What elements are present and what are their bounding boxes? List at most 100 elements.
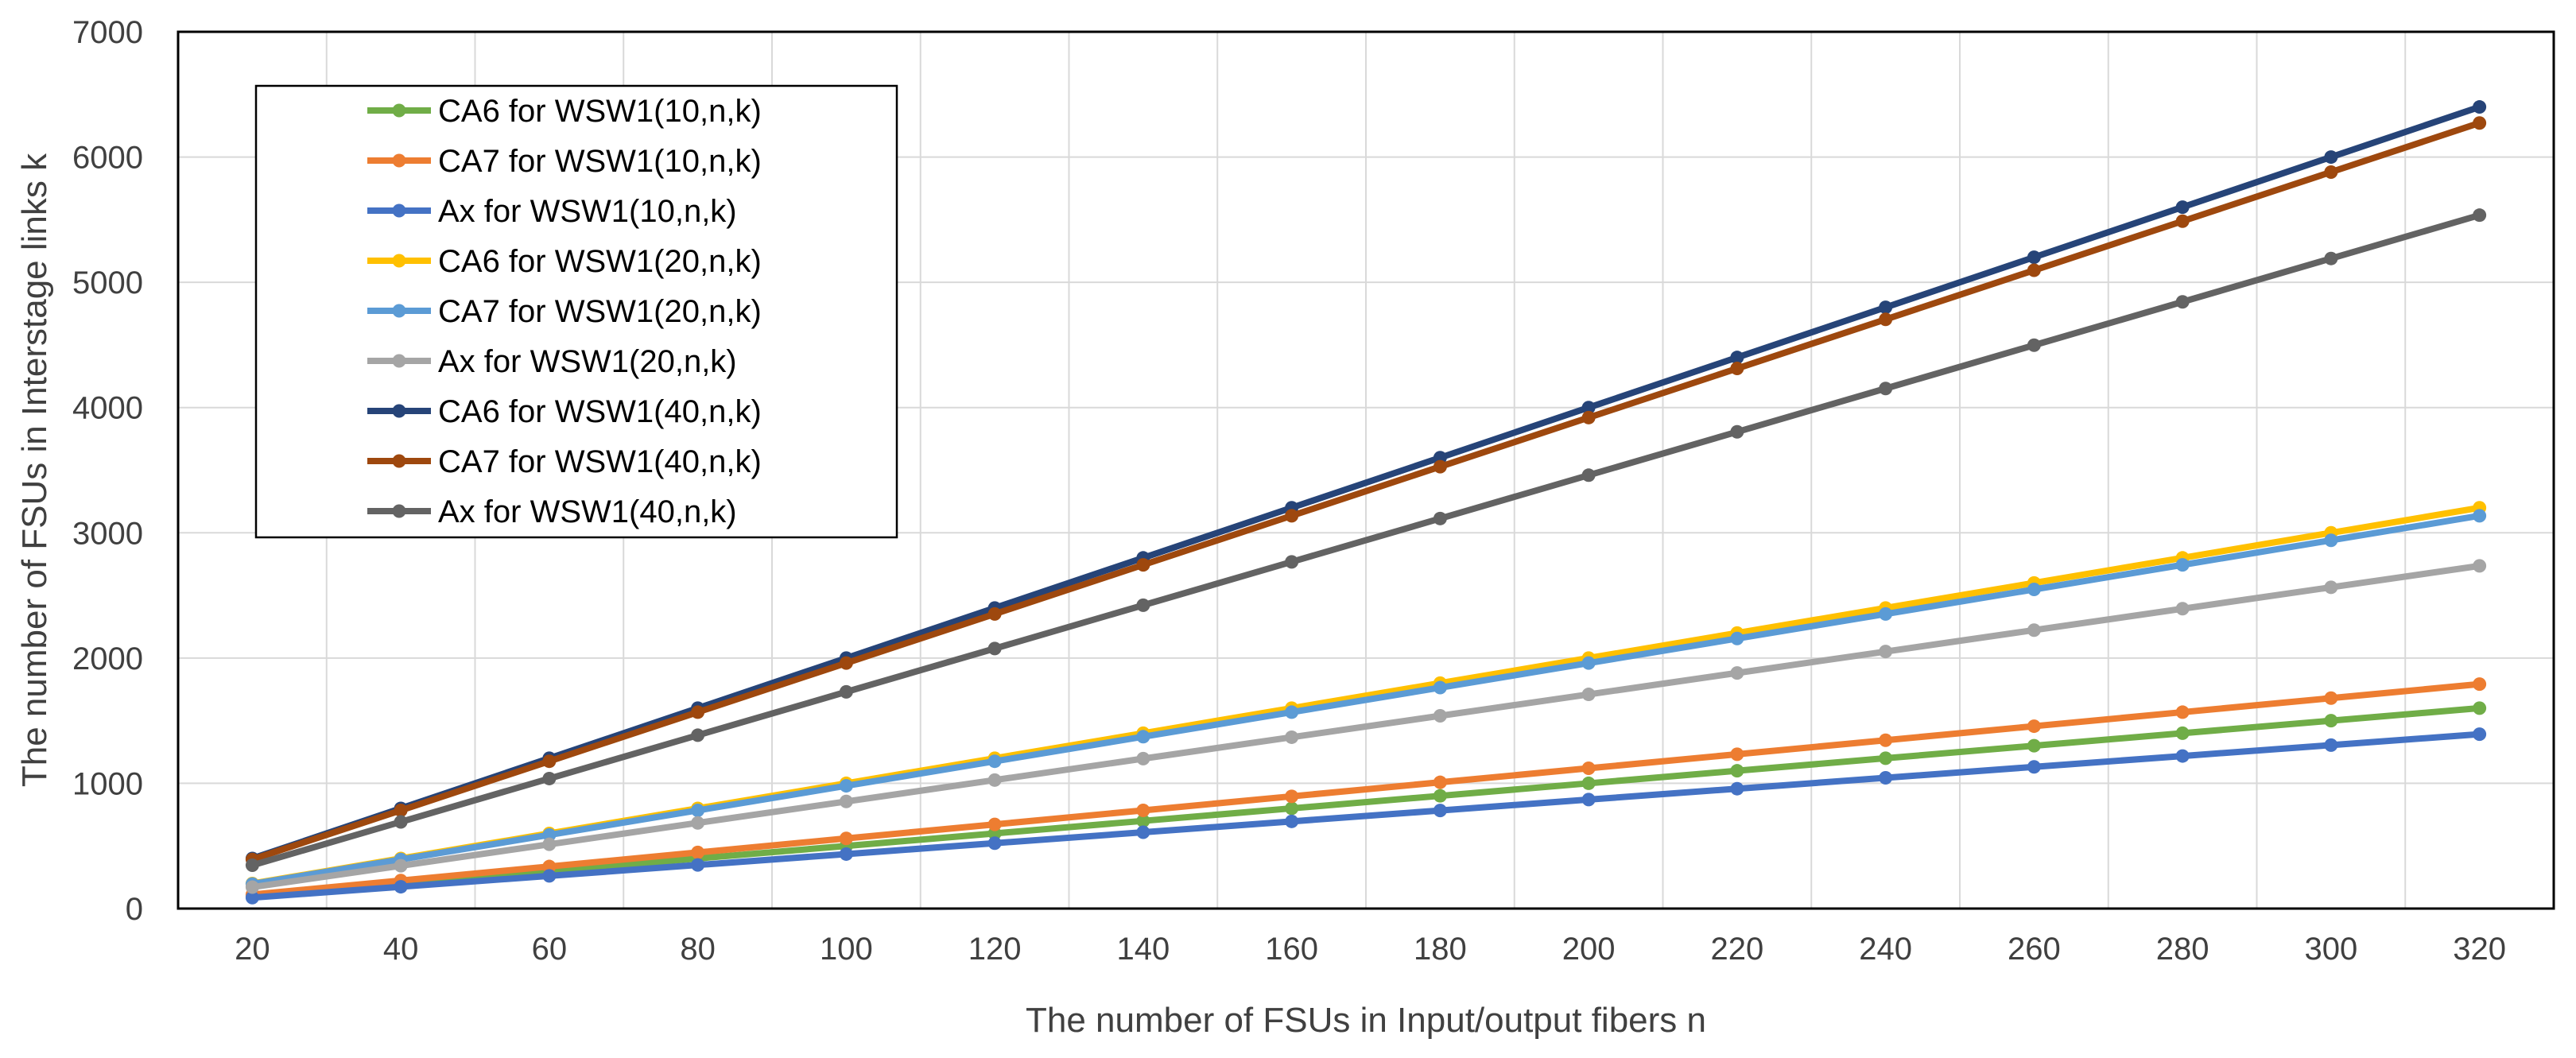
data-point: [691, 705, 705, 719]
data-point: [1879, 770, 1893, 785]
x-tick-label: 40: [383, 932, 419, 967]
legend-label: CA6 for WSW1(10,n,k): [438, 94, 762, 129]
data-point: [2027, 250, 2041, 265]
legend-entry: Ax for WSW1(20,n,k): [367, 344, 737, 379]
legend-label: CA6 for WSW1(40,n,k): [438, 394, 762, 429]
legend-entry: CA7 for WSW1(10,n,k): [367, 144, 762, 179]
data-point: [1730, 631, 1744, 645]
data-point: [2175, 705, 2190, 719]
data-point: [1730, 764, 1744, 778]
legend-swatch-marker: [392, 354, 406, 368]
y-tick-label: 1000: [72, 766, 143, 801]
x-tick-label: 140: [1117, 932, 1170, 967]
data-point: [2175, 295, 2190, 309]
series-line: [249, 512, 2483, 888]
x-tick-label: 180: [1414, 932, 1467, 967]
data-point: [1136, 730, 1150, 744]
data-point: [987, 641, 1002, 656]
x-axis-title: The number of FSUs in Input/output fiber…: [1026, 1001, 1706, 1040]
y-axis-title: The number of FSUs in Interstage links k: [15, 153, 54, 787]
data-point: [1879, 751, 1893, 765]
data-point: [2324, 580, 2338, 595]
data-point: [2473, 727, 2487, 742]
y-tick-label: 4000: [72, 391, 143, 426]
legend-swatch-marker: [392, 254, 406, 268]
data-point: [2473, 509, 2487, 523]
data-point: [987, 836, 1002, 851]
data-point: [839, 794, 853, 808]
legend-swatch-marker: [392, 404, 406, 418]
x-axis-tick-labels: 20 40 60 80 100 120 140 160 180 200 220 240 260 280 30…: [235, 932, 2506, 967]
legend-entry: Ax for WSW1(40,n,k): [367, 494, 737, 529]
data-point: [1136, 558, 1150, 572]
data-point: [1581, 762, 1596, 776]
data-point: [2175, 200, 2190, 215]
data-point: [1136, 814, 1150, 828]
data-point: [987, 817, 1002, 831]
y-tick-label: 6000: [72, 141, 143, 176]
x-tick-label: 240: [1859, 932, 1912, 967]
data-point: [1285, 801, 1299, 816]
data-point: [245, 880, 259, 894]
series-line: [249, 731, 2483, 901]
legend-label: Ax for WSW1(40,n,k): [438, 494, 737, 529]
data-point: [394, 803, 408, 817]
legend-swatch-marker: [392, 153, 406, 168]
legend: CA6 for WSW1(10,n,k) CA7 for WSW1(10,n,k)…: [254, 84, 898, 539]
legend-label: CA7 for WSW1(20,n,k): [438, 294, 762, 329]
series-group: [245, 559, 2487, 894]
x-tick-label: 100: [820, 932, 873, 967]
data-point: [2175, 602, 2190, 616]
data-point: [691, 816, 705, 830]
legend-entry: Ax for WSW1(10,n,k): [367, 194, 737, 229]
data-point: [1285, 705, 1299, 719]
data-point: [394, 815, 408, 829]
series-group: [245, 727, 2487, 905]
data-point: [1730, 666, 1744, 680]
data-point: [691, 803, 705, 817]
data-point: [2027, 623, 2041, 638]
data-point: [839, 831, 853, 846]
data-point: [2027, 719, 2041, 734]
data-point: [2473, 677, 2487, 692]
series-line: [249, 119, 2483, 863]
data-point: [542, 859, 557, 874]
data-point: [1433, 789, 1447, 803]
data-point: [2175, 214, 2190, 228]
data-point: [1879, 382, 1893, 396]
legend-swatch-marker: [392, 103, 406, 118]
x-tick-label: 260: [2008, 932, 2061, 967]
x-tick-label: 120: [968, 932, 1022, 967]
data-point: [1136, 825, 1150, 839]
data-point: [2027, 738, 2041, 753]
legend-swatch-marker: [392, 504, 406, 518]
data-point: [1879, 645, 1893, 659]
legend-swatch-marker: [392, 304, 406, 318]
legend-swatch-marker: [392, 203, 406, 218]
y-tick-label: 2000: [72, 641, 143, 676]
legend-entry: CA6 for WSW1(40,n,k): [367, 394, 762, 429]
data-point: [1136, 751, 1150, 765]
data-point: [2473, 559, 2487, 573]
legend-entries: CA6 for WSW1(10,n,k) CA7 for WSW1(10,n,k)…: [367, 94, 762, 529]
y-tick-label: 5000: [72, 265, 143, 300]
data-point: [245, 890, 259, 905]
data-point: [1730, 747, 1744, 762]
data-point: [1285, 789, 1299, 804]
data-point: [542, 827, 557, 842]
series-group: [245, 208, 2487, 872]
data-point: [2027, 583, 2041, 597]
data-point: [2175, 558, 2190, 572]
data-point: [1730, 362, 1744, 376]
data-point: [1285, 814, 1299, 828]
plot-area-border: [177, 30, 2555, 910]
x-tick-label: 80: [680, 932, 716, 967]
data-point: [1879, 312, 1893, 327]
data-point: [987, 754, 1002, 769]
data-point: [1433, 459, 1447, 474]
x-tick-label: 300: [2305, 932, 2358, 967]
series-line: [249, 562, 2483, 891]
data-point: [1581, 401, 1596, 415]
data-point: [2473, 701, 2487, 715]
